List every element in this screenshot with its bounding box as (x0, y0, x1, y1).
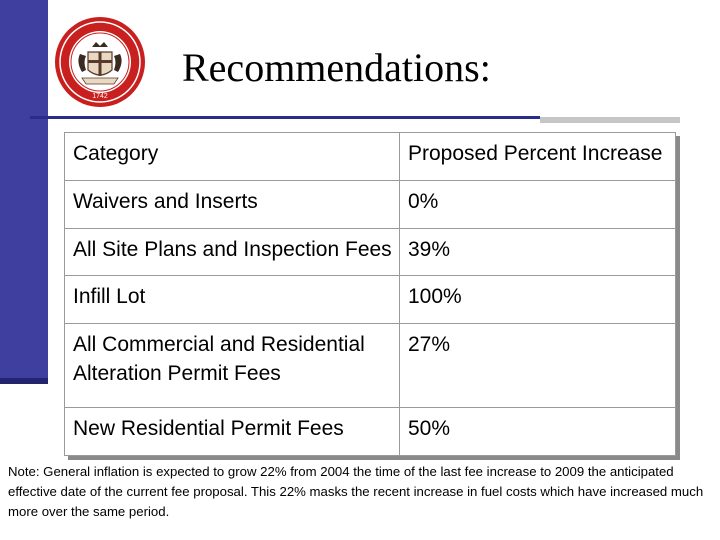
row-increase: 0% (399, 179, 676, 229)
title-divider (30, 116, 540, 119)
left-accent-bar (0, 0, 48, 384)
page-title: Recommendations: (182, 45, 491, 90)
row-increase: 50% (399, 407, 676, 456)
svg-text:1742: 1742 (92, 93, 108, 100)
table-header-row: Category Proposed Percent Increase (64, 132, 676, 181)
inflation-note: Note: General inflation is expected to g… (8, 464, 704, 519)
table-row: All Commercial and Residential Alteratio… (64, 322, 676, 409)
row-category: Waivers and Inserts (64, 179, 400, 229)
left-accent-bar-shadow (0, 378, 48, 384)
header-category: Category (64, 132, 400, 181)
county-seal-icon: 1742 (55, 17, 145, 107)
header-proposed-increase: Proposed Percent Increase (399, 132, 676, 181)
row-category: All Commercial and Residential Alteratio… (64, 322, 400, 409)
table-row: Infill Lot 100% (64, 275, 676, 324)
row-category: Infill Lot (64, 275, 400, 324)
row-increase: 39% (399, 227, 676, 277)
fee-increase-table: Category Proposed Percent Increase Waive… (64, 132, 676, 456)
row-category: All Site Plans and Inspection Fees (64, 227, 400, 277)
title-divider-accent (540, 117, 680, 123)
row-increase: 27% (399, 322, 676, 409)
table-row: Waivers and Inserts 0% (64, 179, 676, 229)
table-row: All Site Plans and Inspection Fees 39% (64, 227, 676, 277)
row-category: New Residential Permit Fees (64, 407, 400, 456)
row-increase: 100% (399, 275, 676, 324)
table-row: New Residential Permit Fees 50% (64, 407, 676, 456)
